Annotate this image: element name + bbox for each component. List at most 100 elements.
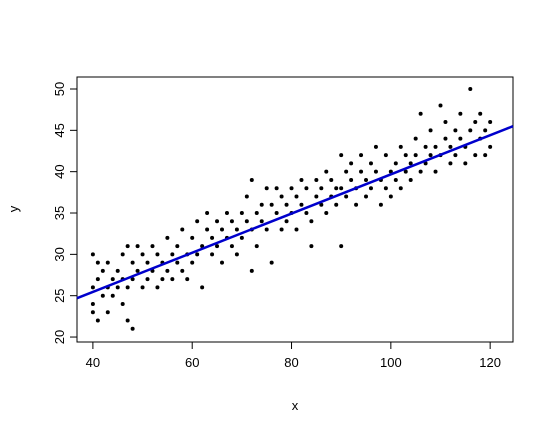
- point: [140, 252, 145, 257]
- point: [453, 153, 458, 158]
- point: [105, 260, 110, 265]
- point: [339, 244, 344, 249]
- point: [195, 219, 200, 224]
- point: [229, 244, 234, 249]
- point: [334, 202, 339, 207]
- point: [269, 202, 274, 207]
- point: [284, 219, 289, 224]
- point: [135, 268, 140, 273]
- point: [393, 161, 398, 166]
- point: [274, 186, 279, 191]
- point: [224, 211, 229, 216]
- point: [438, 103, 443, 108]
- point: [145, 260, 150, 265]
- point: [220, 227, 225, 232]
- point: [244, 194, 249, 199]
- point: [383, 153, 388, 158]
- point: [443, 120, 448, 125]
- point: [373, 144, 378, 149]
- point: [413, 153, 418, 158]
- point: [324, 169, 329, 174]
- point: [210, 252, 215, 257]
- point: [160, 277, 165, 282]
- point: [185, 277, 190, 282]
- point: [483, 128, 488, 133]
- point: [200, 285, 205, 290]
- point: [324, 211, 329, 216]
- point: [488, 144, 493, 149]
- point: [388, 194, 393, 199]
- point: [229, 219, 234, 224]
- x-tick-label: 80: [284, 355, 298, 370]
- point: [393, 177, 398, 182]
- point: [433, 144, 438, 149]
- y-tick-label: 50: [52, 82, 67, 96]
- point: [170, 252, 175, 257]
- point: [413, 136, 418, 141]
- point: [294, 194, 299, 199]
- y-axis-label: y: [6, 205, 21, 212]
- point: [304, 211, 309, 216]
- point: [428, 153, 433, 158]
- x-tick-label: 60: [185, 355, 199, 370]
- point: [140, 285, 145, 290]
- point: [269, 260, 274, 265]
- point: [289, 186, 294, 191]
- point: [170, 277, 175, 282]
- point: [468, 86, 473, 91]
- x-tick-label: 40: [86, 355, 100, 370]
- point: [349, 177, 354, 182]
- point: [314, 177, 319, 182]
- point: [145, 277, 150, 282]
- point: [458, 136, 463, 141]
- point: [254, 211, 259, 216]
- point: [319, 202, 324, 207]
- point: [339, 186, 344, 191]
- point: [100, 268, 105, 273]
- x-axis-label: x: [292, 398, 299, 413]
- point: [175, 260, 180, 265]
- point: [334, 186, 339, 191]
- point: [100, 293, 105, 298]
- point: [215, 244, 220, 249]
- point: [120, 252, 125, 257]
- point: [304, 186, 309, 191]
- point: [453, 128, 458, 133]
- point: [428, 128, 433, 133]
- point: [130, 277, 135, 282]
- point: [180, 227, 185, 232]
- point: [215, 219, 220, 224]
- point: [90, 285, 95, 290]
- point: [359, 153, 364, 158]
- regression-line: [76, 125, 514, 300]
- point: [473, 153, 478, 158]
- point: [473, 120, 478, 125]
- point: [165, 235, 170, 240]
- point: [234, 252, 239, 257]
- point: [433, 169, 438, 174]
- point: [359, 169, 364, 174]
- y-tick-label: 30: [52, 247, 67, 261]
- point: [135, 244, 140, 249]
- point: [339, 153, 344, 158]
- point: [115, 285, 120, 290]
- point: [210, 235, 215, 240]
- point: [95, 277, 100, 282]
- point: [364, 194, 369, 199]
- point: [463, 161, 468, 166]
- point: [175, 244, 180, 249]
- point: [180, 268, 185, 273]
- point: [254, 244, 259, 249]
- point: [488, 120, 493, 125]
- point: [130, 260, 135, 265]
- point: [249, 177, 254, 182]
- point: [274, 211, 279, 216]
- y-tick-label: 25: [52, 288, 67, 302]
- point: [110, 277, 115, 282]
- point: [125, 318, 130, 323]
- point: [398, 186, 403, 191]
- point: [205, 211, 210, 216]
- point: [423, 144, 428, 149]
- point: [368, 186, 373, 191]
